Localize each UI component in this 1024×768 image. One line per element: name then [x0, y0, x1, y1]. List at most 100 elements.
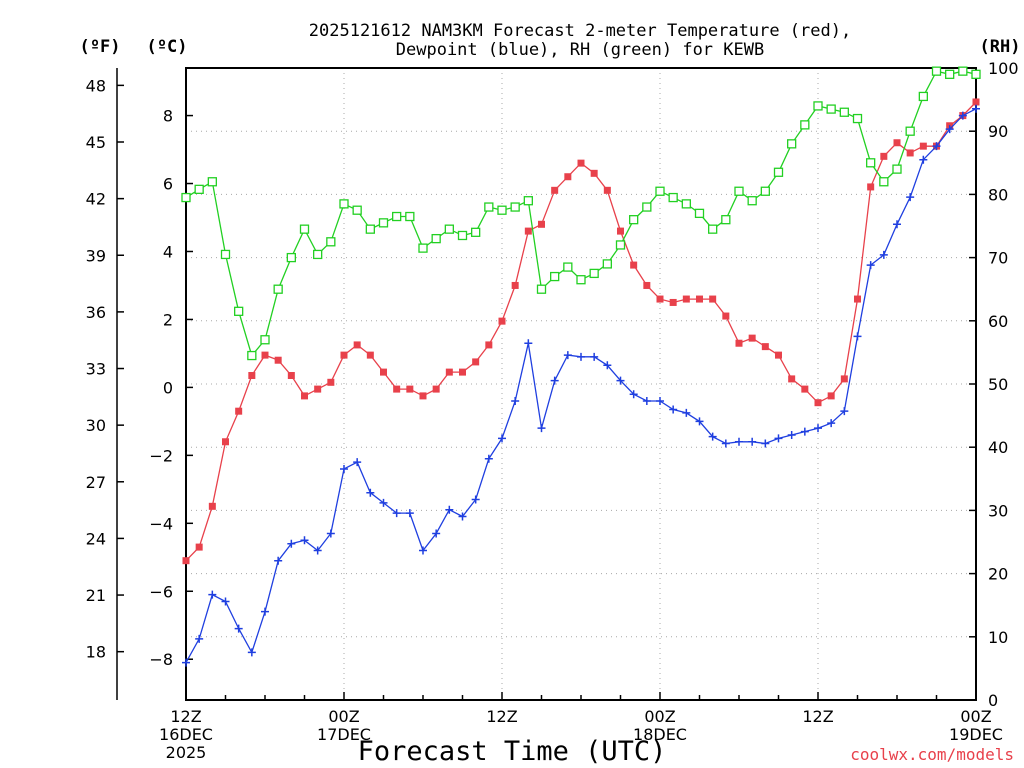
dewpoint-line: [185, 108, 977, 663]
rh-tick-label: 60: [988, 312, 1008, 331]
rh-point: [747, 196, 757, 206]
temperature-point: [314, 385, 322, 393]
rh-point: [378, 218, 389, 228]
dewpoint-point: [208, 590, 217, 599]
dewpoint-point: [761, 439, 770, 448]
dewpoint-point: [682, 408, 691, 417]
temperature-point: [761, 343, 769, 351]
temperature-point: [840, 375, 848, 383]
rh-point: [392, 211, 402, 222]
x-tick-label: 16DEC: [159, 725, 213, 744]
x-tick-label: 00Z: [328, 707, 359, 726]
celsius-tick-label: 6: [163, 175, 173, 194]
credit-text: coolwx.com/models: [850, 745, 1014, 764]
temperature-series: [182, 98, 980, 565]
dewpoint-point: [234, 624, 243, 633]
rh-point: [326, 237, 336, 247]
dewpoint-point: [787, 430, 796, 439]
rh-line: [185, 70, 977, 357]
rh-point: [945, 69, 955, 79]
rh-point: [826, 104, 836, 114]
dewpoint-point: [405, 509, 414, 518]
temperature-point: [524, 227, 532, 235]
dewpoint-point: [906, 193, 915, 202]
rh-point: [286, 252, 296, 263]
temperature-point: [617, 227, 624, 235]
rh-point: [589, 268, 599, 279]
rh-point: [457, 230, 468, 241]
rh-point: [800, 120, 810, 130]
rh-point: [510, 202, 520, 212]
fahrenheit-tick-label: 30: [86, 416, 106, 435]
dewpoint-point: [932, 142, 941, 151]
rh-point: [629, 215, 639, 225]
temperature-point: [182, 557, 190, 565]
fahrenheit-tick-label: 21: [86, 586, 106, 605]
dewpoint-point: [669, 405, 678, 414]
temperature-point: [867, 183, 875, 191]
temperature-point: [814, 399, 822, 407]
dewpoint-point: [827, 419, 836, 428]
rh-point: [773, 167, 784, 177]
temperature-point: [327, 378, 335, 386]
x-tick-label: 12Z: [486, 707, 517, 726]
rh-tick-label: 20: [988, 565, 1008, 584]
temperature-point: [261, 351, 269, 359]
temperature-point: [788, 375, 796, 383]
temperature-point: [380, 368, 387, 376]
dewpoint-point: [182, 658, 190, 667]
temperature-point: [222, 438, 229, 446]
temperature-point: [393, 385, 401, 393]
temperature-point: [472, 358, 480, 366]
dewpoint-point: [445, 505, 454, 514]
celsius-tick-label: 8: [163, 107, 173, 126]
temperature-point: [590, 169, 598, 177]
dewpoint-point: [300, 536, 309, 545]
rh-point: [273, 284, 283, 294]
rh-point: [181, 192, 191, 203]
temperature-point: [366, 351, 374, 359]
rh-point: [813, 101, 823, 111]
x-tick-label: 17DEC: [317, 725, 371, 744]
temperature-point: [972, 98, 980, 106]
dewpoint-series: [182, 104, 980, 667]
dewpoint-point: [419, 546, 427, 555]
rh-point: [734, 186, 744, 196]
rh-point: [721, 215, 731, 225]
rh-point: [602, 259, 612, 269]
temperature-point: [682, 295, 690, 303]
rh-point: [852, 113, 863, 124]
temperature-point: [577, 159, 585, 167]
tick-labels: −8−6−4−202468182124273033363942454801020…: [86, 59, 1019, 762]
dewpoint-point: [353, 458, 362, 467]
dewpoint-point: [879, 250, 888, 259]
temperature-point: [511, 281, 519, 289]
rh-point: [655, 186, 665, 196]
rh-point: [260, 335, 270, 345]
temperature-point: [287, 372, 295, 380]
temperature-point: [854, 295, 861, 303]
rh-point: [918, 91, 928, 102]
dewpoint-point: [695, 417, 704, 426]
celsius-tick-label: −6: [149, 582, 173, 601]
rh-point: [576, 275, 586, 285]
rh-tick-label: 100: [988, 59, 1019, 78]
fahrenheit-tick-label: 18: [86, 643, 106, 662]
rh-tick-label: 10: [988, 628, 1008, 647]
temperature-point: [893, 139, 901, 147]
rh-point: [523, 196, 533, 206]
dewpoint-point: [603, 361, 612, 370]
dewpoint-point: [590, 352, 599, 361]
dewpoint-point: [366, 488, 375, 497]
temperature-point: [195, 543, 203, 551]
rh-point: [352, 205, 362, 215]
temperature-point: [775, 351, 782, 359]
temperature-point: [643, 281, 651, 289]
fahrenheit-tick-label: 24: [86, 529, 106, 548]
x-tick-label: 18DEC: [633, 725, 687, 744]
rh-point: [471, 227, 481, 237]
rh-point: [931, 66, 942, 76]
temperature-point: [419, 392, 427, 400]
x-tick-label: 2025: [166, 743, 207, 762]
